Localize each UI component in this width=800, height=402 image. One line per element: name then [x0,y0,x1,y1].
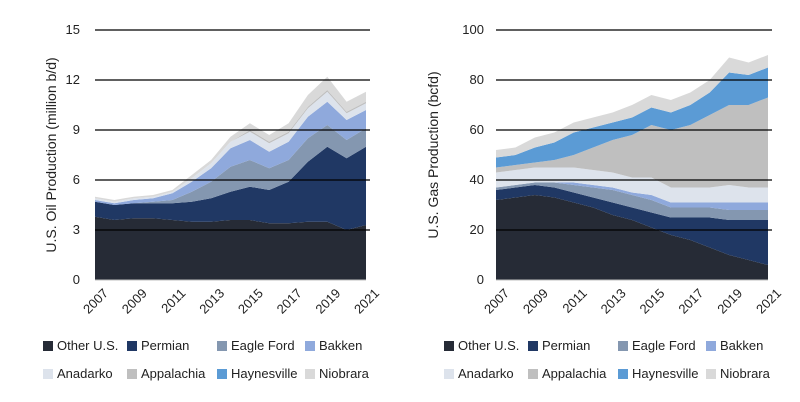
oil-legend-label-permian: Permian [141,338,189,353]
gas-x-tick-label: 2019 [714,286,745,317]
oil-y-tick-label: 15 [66,22,80,37]
gas-area-niobrara [496,55,768,158]
oil-legend-label-haynesville: Haynesville [231,366,297,381]
oil-legend-swatch-anadarko [43,369,53,379]
gas-area-other-u-s [496,195,768,280]
gas-production-chart: 0 20 40 60 80 100 2007 2009 2011 2013 2015 2017 2019… [425,22,784,381]
gas-legend-swatch-eagle-ford [618,341,628,351]
oil-x-tick-label: 2009 [119,286,150,317]
gas-legend-swatch-other-u-s [444,341,454,351]
oil-chart-body: 0 3 6 9 12 15 2007 2009 2011 2013 2015 2017 2019 2021… [43,22,382,381]
gas-x-tick-label: 2015 [636,286,667,317]
gas-x-tick-label: 2017 [675,286,706,317]
oil-legend-swatch-bakken [305,341,315,351]
gas-legend-label-other-u-s: Other U.S. [458,338,519,353]
oil-x-tick-label: 2021 [351,286,382,317]
oil-x-tick-label: 2015 [235,286,266,317]
oil-x-tick-label: 2017 [274,286,305,317]
oil-area-bakken [95,101,366,205]
oil-production-panel: 0 3 6 9 12 15 2007 2009 2011 2013 2015 2017 2019 2021… [43,22,382,381]
gas-x-tick-label: 2007 [481,286,512,317]
gas-legend-label-eagle-ford: Eagle Ford [632,338,696,353]
gas-area-eagle-ford [496,182,768,220]
gas-y-tick-label: 80 [470,72,484,87]
gas-x-tick-label: 2009 [520,286,551,317]
gas-legend-swatch-permian [528,341,538,351]
oil-legend-swatch-appalachia [127,369,137,379]
oil-legend-swatch-permian [127,341,137,351]
oil-legend-swatch-other-u-s [43,341,53,351]
gas-legend-swatch-niobrara [706,369,716,379]
oil-legend-label-other-u-s: Other U.S. [57,338,118,353]
oil-legend-label-appalachia: Appalachia [141,366,206,381]
gas-legend-label-haynesville: Haynesville [632,366,698,381]
gas-x-tick-label: 2011 [559,286,589,316]
gas-x-tick-label: 2021 [753,286,784,317]
gas-y-axis-label: U.S. Gas Production (bcfd) [425,71,441,238]
gas-production-panel: 0 20 40 60 80 100 2007 2009 2011 2013 2015 2017 2019… [400,0,800,402]
oil-area-anadarko [95,91,366,204]
oil-x-tick-label: 2007 [80,286,111,317]
oil-x-tick-label: 2019 [312,286,343,317]
gas-legend-label-anadarko: Anadarko [458,366,514,381]
oil-production-chart: 0 3 6 9 12 15 2007 2009 2011 2013 2015 2017 2019 2021… [43,22,382,381]
gas-y-tick-label: 60 [470,122,484,137]
gas-chart-body: 0 20 40 60 80 100 2007 2009 2011 2013 2015 2017 2019… [425,22,784,381]
oil-legend-label-niobrara: Niobrara [319,366,370,381]
oil-area-niobrara [95,76,366,202]
oil-legend-label-bakken: Bakken [319,338,362,353]
oil-y-axis-label: U.S. Oil Production (million b/d) [43,57,59,252]
oil-area-other-u-s [95,216,366,280]
gas-area-bakken [496,182,768,210]
gas-x-tick-label: 2013 [598,286,629,317]
gas-legend-swatch-bakken [706,341,716,351]
oil-y-tick-label: 9 [73,122,80,137]
gas-legend-label-niobrara: Niobrara [720,366,771,381]
gas-legend-swatch-appalachia [528,369,538,379]
oil-legend-label-anadarko: Anadarko [57,366,113,381]
oil-y-tick-label: 12 [66,72,80,87]
gas-area-anadarko [496,167,768,203]
oil-x-tick-label: 2011 [158,286,188,316]
oil-y-tick-label: 0 [73,272,80,287]
gas-legend-label-bakken: Bakken [720,338,763,353]
oil-legend-swatch-niobrara [305,369,315,379]
gas-y-tick-label: 0 [477,272,484,287]
gas-y-tick-label: 40 [470,172,484,187]
oil-legend-swatch-eagle-ford [217,341,227,351]
oil-area-permian [95,146,366,230]
oil-legend-swatch-haynesville [217,369,227,379]
oil-area-eagle-ford [95,125,366,205]
oil-x-tick-label: 2013 [196,286,227,317]
gas-legend-swatch-anadarko [444,369,454,379]
gas-y-tick-label: 20 [470,222,484,237]
gas-legend-label-appalachia: Appalachia [542,366,607,381]
gas-legend-swatch-haynesville [618,369,628,379]
oil-y-tick-label: 3 [73,222,80,237]
gas-legend-label-permian: Permian [542,338,590,353]
oil-y-tick-label: 6 [73,172,80,187]
gas-y-tick-label: 100 [462,22,484,37]
gas-area-permian [496,185,768,265]
oil-legend-label-eagle-ford: Eagle Ford [231,338,295,353]
